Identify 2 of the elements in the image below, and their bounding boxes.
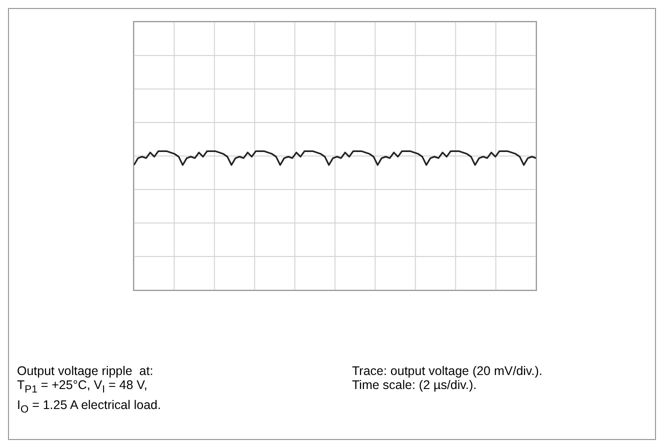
text: Output voltage ripple at: T$_{P1}$ = +25°C, V$_{I}$ = 48 V, I$_{O}$ = 1.25 A electrical load. (17, 364, 161, 415)
text: Trace: output voltage (20 mV/div.). Time scale: (2 µs/div.). (352, 364, 544, 394)
